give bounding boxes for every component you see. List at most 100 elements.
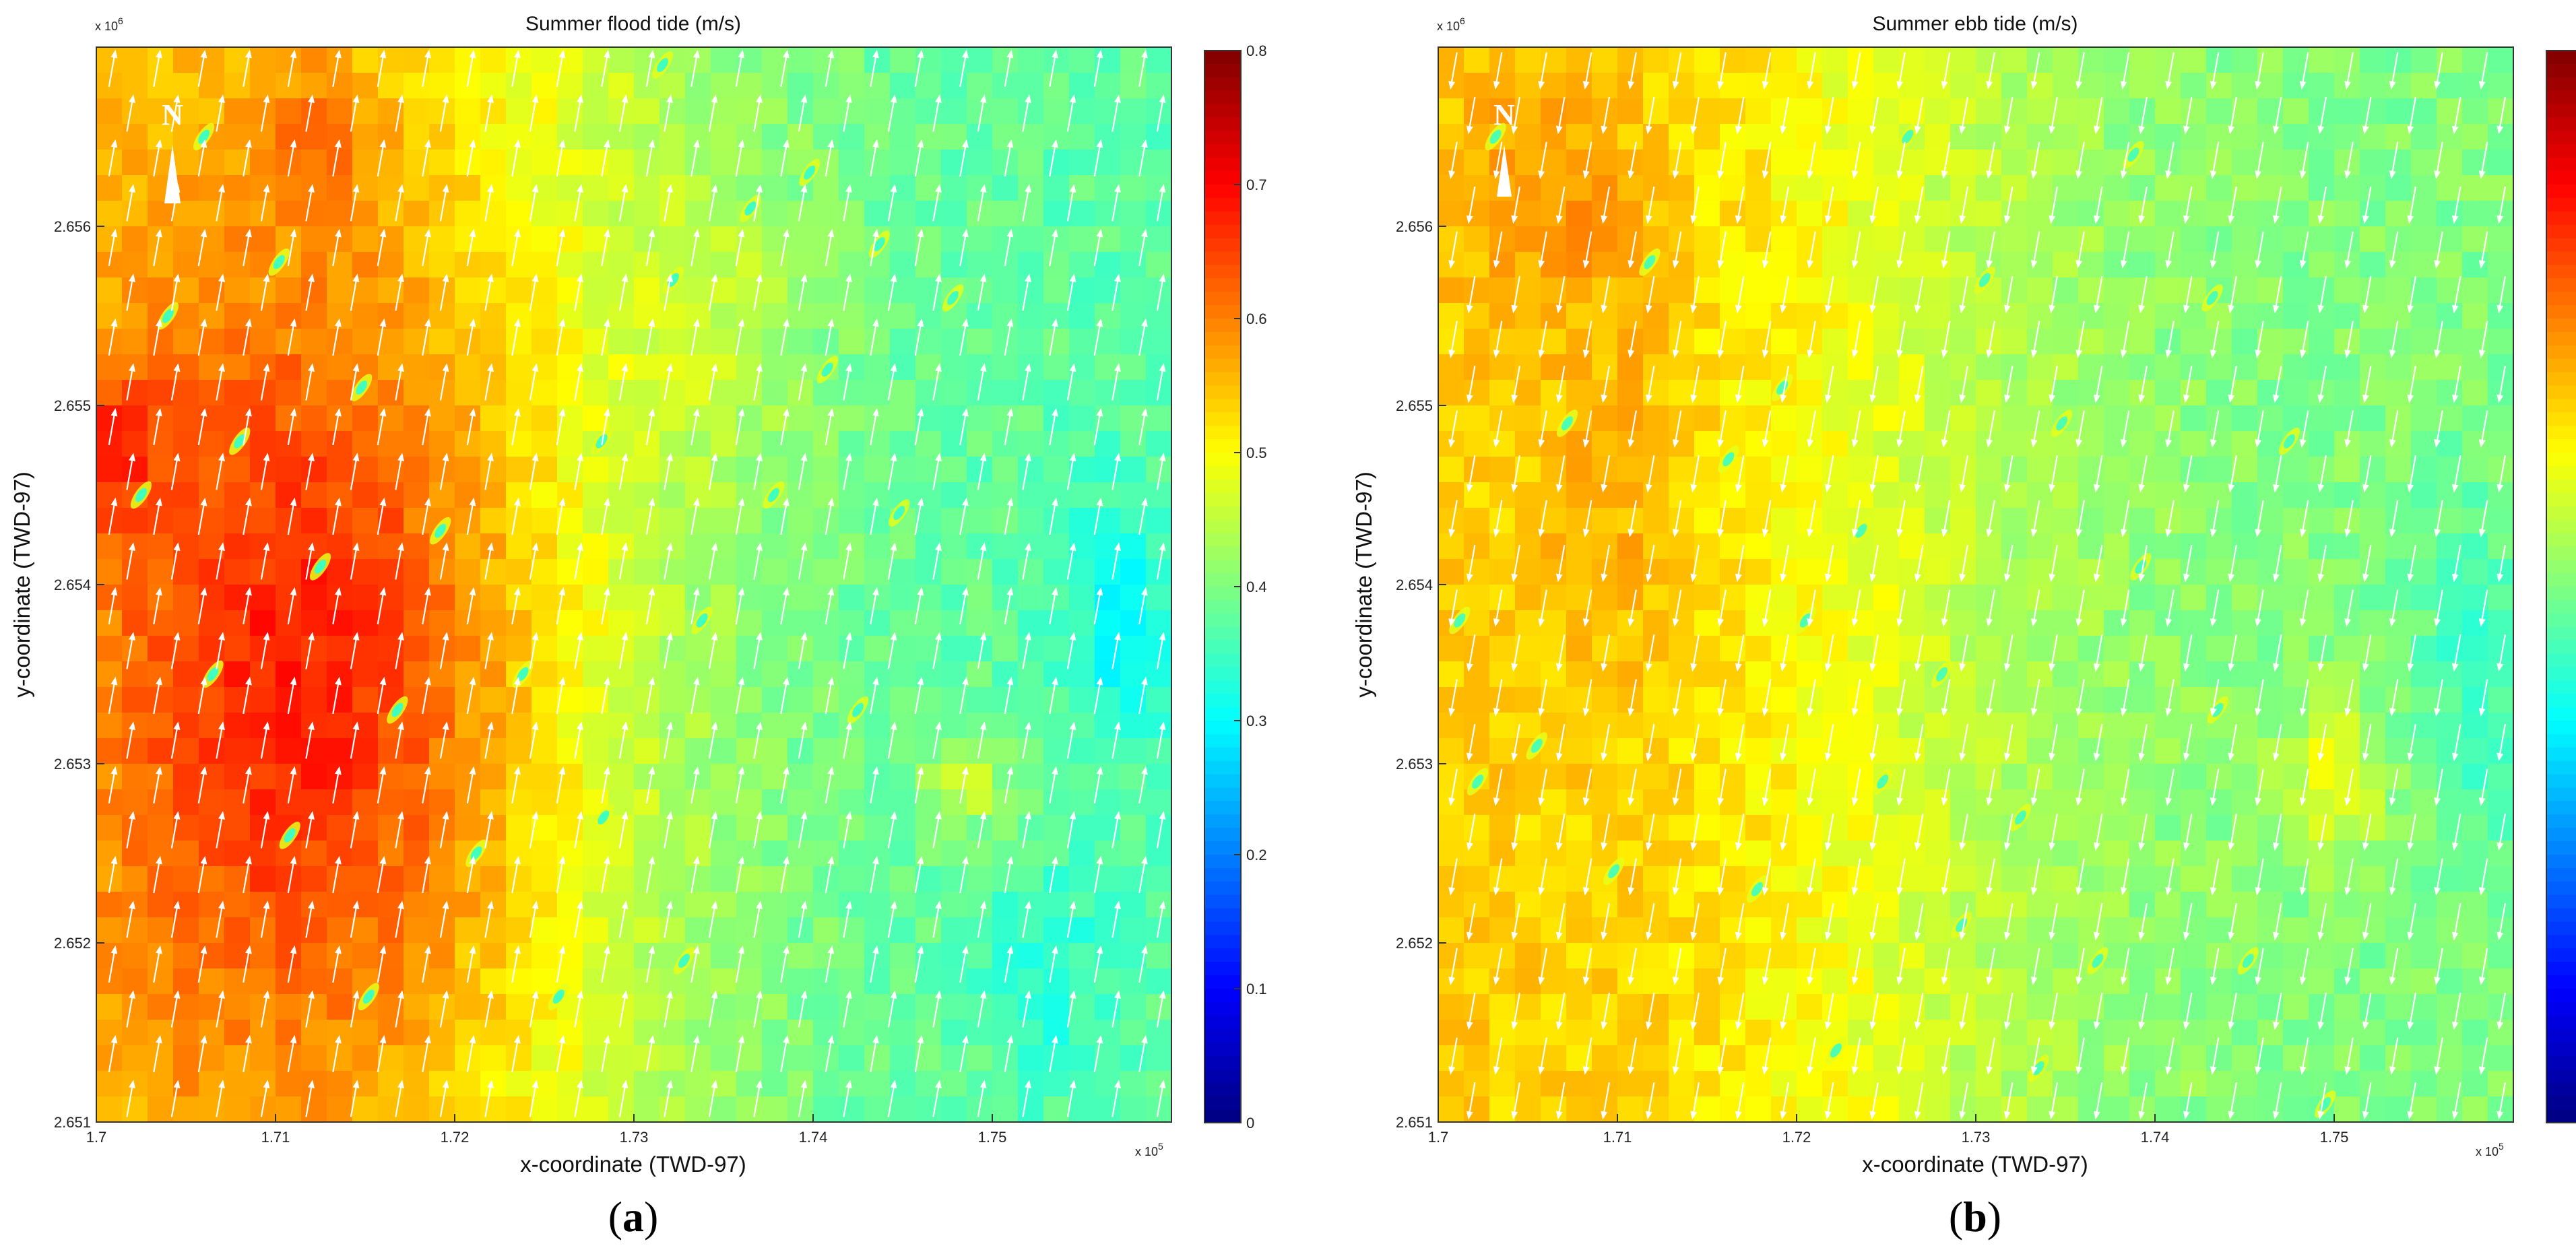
speed-cell: [1515, 329, 1541, 355]
low-speed-core: [135, 488, 147, 502]
speed-cell: [404, 789, 430, 816]
speed-cell: [173, 405, 199, 432]
speed-cell: [2155, 661, 2181, 688]
speed-cell: [1489, 917, 1516, 944]
velocity-arrow: [153, 1034, 162, 1073]
speed-cell: [1720, 559, 1746, 585]
speed-cell: [1438, 1096, 1464, 1123]
speed-cell: [2181, 636, 2207, 662]
speed-cell: [327, 917, 353, 944]
speed-cell: [608, 892, 635, 918]
speed-cell: [378, 380, 404, 406]
speed-cell: [1643, 713, 1669, 739]
speed-cell: [1438, 841, 1464, 867]
speed-cell: [122, 661, 148, 688]
speed-cell: [148, 738, 174, 764]
velocity-arrow: [153, 676, 162, 715]
speed-cell: [1146, 610, 1172, 636]
speed-cell: [352, 252, 379, 278]
speed-cell: [2129, 73, 2156, 99]
speed-cell: [1950, 789, 1976, 816]
speed-cell: [2181, 764, 2207, 790]
velocity-arrow: [243, 497, 252, 535]
speed-cell: [301, 73, 327, 99]
velocity-arrow: [126, 94, 135, 132]
speed-cell: [1848, 98, 1874, 125]
low-speed-spot: [763, 481, 785, 509]
speed-cell: [890, 1096, 916, 1123]
speed-cell: [967, 508, 993, 534]
speed-cell: [532, 738, 558, 764]
speed-cell: [199, 252, 225, 278]
speed-cell: [173, 482, 199, 508]
speed-cell: [1566, 252, 1592, 278]
speed-cell: [1797, 277, 1823, 304]
speed-cell: [1592, 533, 1618, 560]
speed-cell: [276, 559, 302, 585]
speed-cell: [455, 47, 481, 73]
speed-cell: [1069, 47, 1095, 73]
speed-cell: [122, 533, 148, 560]
speed-cell: [1146, 175, 1172, 201]
colorbar-segment: [1204, 721, 1241, 735]
speed-cell: [685, 533, 711, 560]
arrow-head: [156, 587, 162, 596]
speed-cell: [2001, 968, 2028, 995]
speed-cell: [659, 841, 686, 867]
speed-cell: [1643, 610, 1669, 636]
speed-cell: [301, 943, 327, 969]
velocity-arrow: [197, 587, 207, 625]
colorbar-segment: [1204, 801, 1241, 816]
speed-cell: [1976, 585, 2002, 611]
speed-cell: [864, 380, 891, 406]
arrow-head: [156, 139, 162, 148]
speed-cell: [1018, 201, 1044, 227]
speed-cell: [2001, 1096, 2028, 1123]
speed-cell: [2181, 943, 2207, 969]
speed-cell: [813, 841, 839, 867]
speed-cell: [352, 1096, 379, 1123]
speed-cell: [1643, 380, 1669, 406]
speed-cell: [1120, 354, 1147, 381]
colorbar-segment: [1204, 881, 1241, 896]
speed-cell: [762, 98, 788, 125]
arrow-head: [263, 94, 270, 103]
speed-cell: [199, 738, 225, 764]
speed-cell: [1464, 508, 1490, 534]
speed-cell: [659, 917, 686, 944]
speed-cell: [378, 559, 404, 585]
arrow-shaft: [170, 97, 179, 132]
speed-cell: [455, 917, 481, 944]
speed-cell: [1095, 73, 1121, 99]
speed-cell: [96, 405, 123, 432]
speed-cell: [583, 277, 609, 304]
speed-cell: [1925, 892, 1951, 918]
arrow-head: [129, 632, 135, 640]
speed-cell: [1095, 380, 1121, 406]
arrow-shaft: [197, 141, 205, 177]
speed-cell: [890, 789, 916, 816]
speed-cell: [506, 380, 532, 406]
speed-cell: [173, 559, 199, 585]
speed-cell: [967, 610, 993, 636]
low-speed-core: [595, 434, 608, 449]
speed-cell: [1069, 201, 1095, 227]
speed-cell: [634, 764, 660, 790]
speed-cell: [1043, 380, 1070, 406]
speed-cell: [352, 764, 379, 790]
arrow-head: [218, 453, 225, 461]
speed-cell: [557, 738, 583, 764]
speed-cell: [1694, 866, 1720, 892]
speed-cell: [634, 559, 660, 585]
speed-cell: [967, 866, 993, 892]
speed-cell: [1489, 968, 1516, 995]
speed-cell: [276, 47, 302, 73]
speed-cell: [787, 533, 814, 560]
speed-cell: [1069, 150, 1095, 176]
velocity-arrow: [260, 721, 270, 759]
velocity-arrow: [287, 49, 297, 88]
speed-cell: [1925, 380, 1951, 406]
speed-cell: [583, 713, 609, 739]
speed-cell: [1771, 892, 1797, 918]
speed-cell: [301, 713, 327, 739]
